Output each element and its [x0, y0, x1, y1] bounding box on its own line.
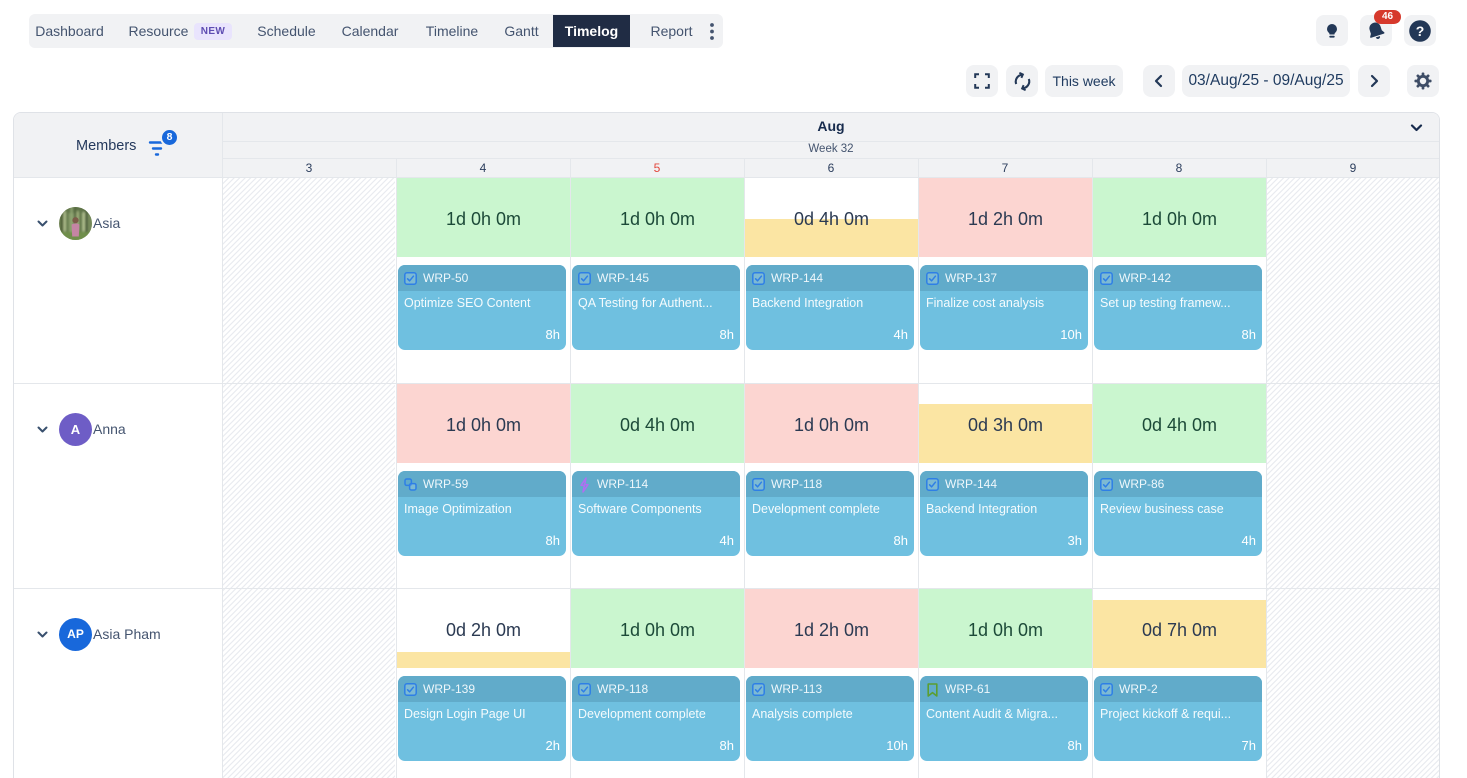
svg-text:?: ? — [1416, 23, 1425, 39]
